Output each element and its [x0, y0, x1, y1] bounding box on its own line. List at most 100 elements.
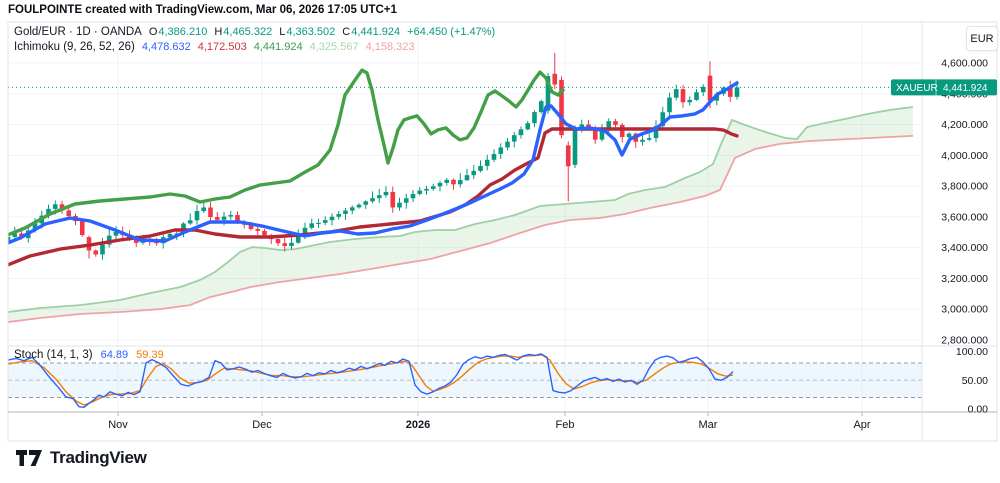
- ichimoku-chikou-value: 4,441.924: [253, 41, 303, 53]
- candle-body: [12, 233, 18, 237]
- main-pane[interactable]: [0, 52, 914, 323]
- candle-body: [376, 195, 382, 199]
- stoch-tick-label: 50.00: [962, 375, 988, 387]
- stoch-title: Stoch (14, 1, 3): [14, 349, 93, 361]
- low-value: L4,363.502: [279, 26, 336, 38]
- price-tick-label: 4,200.000: [941, 119, 988, 131]
- price-tick-label: 2,800.000: [941, 335, 988, 347]
- stoch-pane[interactable]: [8, 353, 922, 408]
- last-price-badge[interactable]: XAUEUR 4,441.924: [891, 79, 997, 96]
- candle-body: [565, 145, 571, 167]
- candle-body: [511, 135, 517, 142]
- candle-body: [187, 220, 193, 224]
- candle-body: [410, 193, 416, 199]
- ichimoku-kijun-value: 4,172.503: [197, 41, 247, 53]
- candle-body: [430, 186, 436, 189]
- candle-body: [478, 165, 483, 171]
- candle-body: [275, 239, 281, 244]
- price-axis[interactable]: [923, 22, 997, 412]
- ichimoku-senkou-b-value: 4,158.323: [365, 41, 415, 53]
- candle-body: [660, 112, 666, 127]
- time-tick-label: Apr: [853, 419, 870, 431]
- candle-body: [100, 244, 105, 255]
- candle-body: [32, 223, 38, 231]
- chikou-span-line: [8, 68, 565, 237]
- candle-body: [201, 207, 207, 212]
- candle-body: [505, 141, 510, 148]
- candle-body: [194, 211, 200, 221]
- candle-body: [734, 87, 740, 97]
- candle-body: [59, 204, 65, 211]
- candle-body: [687, 99, 693, 103]
- stoch-tick-label: 100.00: [956, 346, 988, 358]
- candle-body: [93, 250, 99, 255]
- candle-body: [464, 175, 470, 181]
- time-tick-label: Mar: [699, 419, 718, 431]
- time-axis[interactable]: [8, 413, 922, 441]
- ichimoku-title: Ichimoku (9, 26, 52, 26): [14, 41, 135, 53]
- badge-symbol-label: XAUEUR: [896, 83, 938, 94]
- candle-body: [316, 222, 321, 225]
- candle-body: [309, 223, 315, 228]
- time-tick-label: 2026: [406, 419, 430, 431]
- ichimoku-senkou-a-value: 4,325.567: [309, 41, 359, 53]
- grid-lines: [8, 22, 922, 412]
- candle-body: [667, 97, 672, 113]
- candle-body: [289, 242, 294, 246]
- candle-body: [437, 182, 443, 187]
- candle-body: [295, 235, 301, 243]
- time-tick-label: Nov: [108, 419, 128, 431]
- candle-body: [248, 224, 254, 230]
- candle-body: [700, 86, 706, 93]
- candle-body: [370, 198, 375, 202]
- candle-body: [133, 239, 139, 243]
- candle-body: [397, 202, 402, 208]
- candle-body: [417, 190, 423, 194]
- kumo-cloud: [8, 107, 913, 323]
- candle-body: [599, 127, 605, 140]
- candle-body: [491, 153, 497, 160]
- stoch-d-value: 59.39: [136, 349, 164, 361]
- price-tick-label: 3,200.000: [941, 273, 988, 285]
- candle-body: [606, 121, 612, 128]
- candle-body: [46, 208, 51, 216]
- candle-body: [640, 139, 645, 142]
- price-tick-label: 4,600.000: [941, 58, 988, 70]
- stoch-k-line: [8, 353, 734, 408]
- ichimoku-legend[interactable]: Ichimoku (9, 26, 52, 26) 4,478.632 4,172…: [14, 41, 415, 53]
- candle-body: [646, 138, 652, 140]
- candle-body: [694, 92, 699, 100]
- candle-body: [538, 101, 544, 113]
- candle-body: [592, 129, 598, 140]
- last-price-badge-bg: [891, 79, 997, 96]
- candle-body: [545, 76, 551, 111]
- price-tick-label: 4,000.000: [941, 150, 988, 162]
- candle-body: [498, 147, 504, 154]
- candle-body: [208, 207, 213, 218]
- candle-body: [228, 215, 234, 217]
- candle-body: [255, 229, 261, 231]
- open-value: O4,386.210: [148, 26, 208, 38]
- chart-frame: [7, 21, 998, 442]
- currency-button[interactable]: EUR: [966, 26, 998, 51]
- candle-body: [673, 89, 679, 98]
- tradingview-logo[interactable]: TradingView: [16, 448, 147, 468]
- candle-body: [559, 79, 564, 136]
- stoch-legend[interactable]: Stoch (14, 1, 3) 64.89 59.39: [14, 349, 164, 361]
- candle-body: [552, 73, 558, 85]
- symbol-legend[interactable]: Gold/EUR · 1D · OANDA O4,386.210 H4,465.…: [14, 26, 495, 38]
- candle-body: [619, 124, 625, 138]
- senkou-b-line: [8, 135, 914, 323]
- candle-body: [613, 121, 618, 125]
- candle-body: [113, 231, 119, 236]
- price-tick-label: 3,800.000: [941, 181, 988, 193]
- candle-body: [680, 89, 686, 103]
- candle-body: [221, 216, 227, 220]
- time-tick-label: Feb: [556, 419, 575, 431]
- candle-body: [79, 221, 85, 236]
- chart-canvas[interactable]: 4,600.0004,400.0004,200.0004,000.0003,80…: [0, 0, 1000, 448]
- candle-body: [653, 126, 659, 139]
- snapshot-attribution: FOULPOINTE created with TradingView.com,…: [8, 4, 397, 16]
- candle-body: [329, 216, 335, 221]
